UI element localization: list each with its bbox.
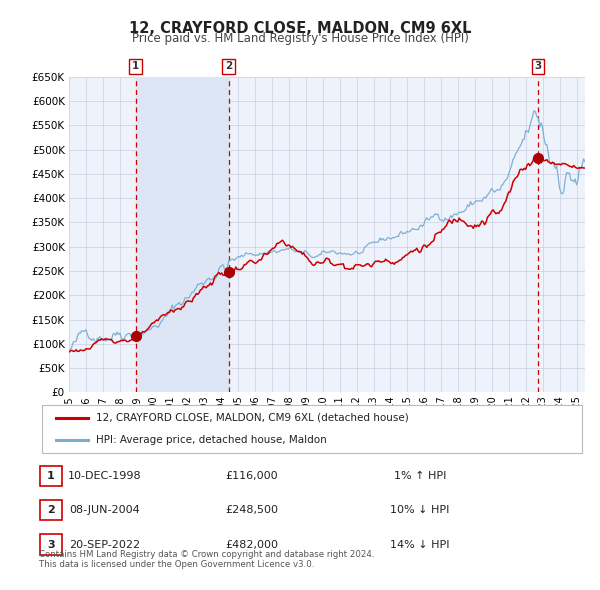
Bar	[136, 77, 229, 392]
Text: £482,000: £482,000	[226, 540, 278, 549]
Text: HPI: Average price, detached house, Maldon: HPI: Average price, detached house, Mald…	[96, 435, 327, 445]
Text: £248,500: £248,500	[226, 506, 278, 515]
Text: £116,000: £116,000	[226, 471, 278, 481]
Text: 14% ↓ HPI: 14% ↓ HPI	[390, 540, 450, 549]
Text: 2: 2	[225, 61, 232, 71]
Text: 10% ↓ HPI: 10% ↓ HPI	[391, 506, 449, 515]
Text: 3: 3	[47, 540, 55, 549]
FancyBboxPatch shape	[40, 500, 62, 520]
Text: 3: 3	[535, 61, 542, 71]
Text: 1: 1	[47, 471, 55, 481]
Text: Contains HM Land Registry data © Crown copyright and database right 2024.: Contains HM Land Registry data © Crown c…	[39, 550, 374, 559]
Text: This data is licensed under the Open Government Licence v3.0.: This data is licensed under the Open Gov…	[39, 560, 314, 569]
Text: 2: 2	[47, 506, 55, 515]
Text: 1% ↑ HPI: 1% ↑ HPI	[394, 471, 446, 481]
Text: 1: 1	[132, 61, 139, 71]
Text: Price paid vs. HM Land Registry's House Price Index (HPI): Price paid vs. HM Land Registry's House …	[131, 32, 469, 45]
Text: 20-SEP-2022: 20-SEP-2022	[70, 540, 140, 549]
Text: 12, CRAYFORD CLOSE, MALDON, CM9 6XL: 12, CRAYFORD CLOSE, MALDON, CM9 6XL	[129, 21, 471, 35]
FancyBboxPatch shape	[40, 466, 62, 486]
Text: 12, CRAYFORD CLOSE, MALDON, CM9 6XL (detached house): 12, CRAYFORD CLOSE, MALDON, CM9 6XL (det…	[96, 413, 409, 423]
FancyBboxPatch shape	[40, 535, 62, 555]
Text: 10-DEC-1998: 10-DEC-1998	[68, 471, 142, 481]
Text: 08-JUN-2004: 08-JUN-2004	[70, 506, 140, 515]
FancyBboxPatch shape	[42, 405, 582, 453]
